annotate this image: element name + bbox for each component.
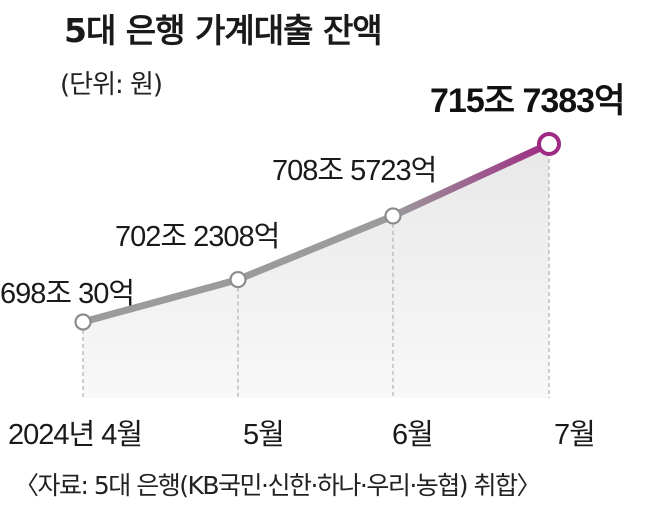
data-label: 698조 30억	[0, 278, 134, 310]
series-line-segment	[79, 276, 242, 326]
x-tick-label: 7월	[554, 418, 595, 451]
series-line-segment	[389, 140, 553, 220]
series-line-segment	[234, 212, 397, 284]
data-label: 702조 2308억	[115, 221, 279, 253]
area-fill	[83, 144, 549, 398]
data-point-marker	[74, 313, 92, 331]
x-tick-label: 5월	[243, 418, 284, 451]
source-note: 〈자료: 5대 은행(KB국민·신한·하나·우리·농협) 취합〉	[14, 471, 542, 500]
x-tick-label: 2024년 4월	[8, 418, 142, 451]
data-label-latest: 715조 7383억	[430, 82, 624, 120]
data-point-marker	[229, 270, 247, 289]
data-point-marker-latest	[537, 132, 561, 156]
unit-label: (단위: 원)	[60, 70, 163, 100]
data-point-marker	[384, 207, 402, 225]
chart-title: 5대 은행 가계대출 잔액	[64, 11, 383, 50]
x-tick-label: 6월	[392, 418, 433, 451]
data-label: 708조 5723억	[272, 155, 436, 187]
